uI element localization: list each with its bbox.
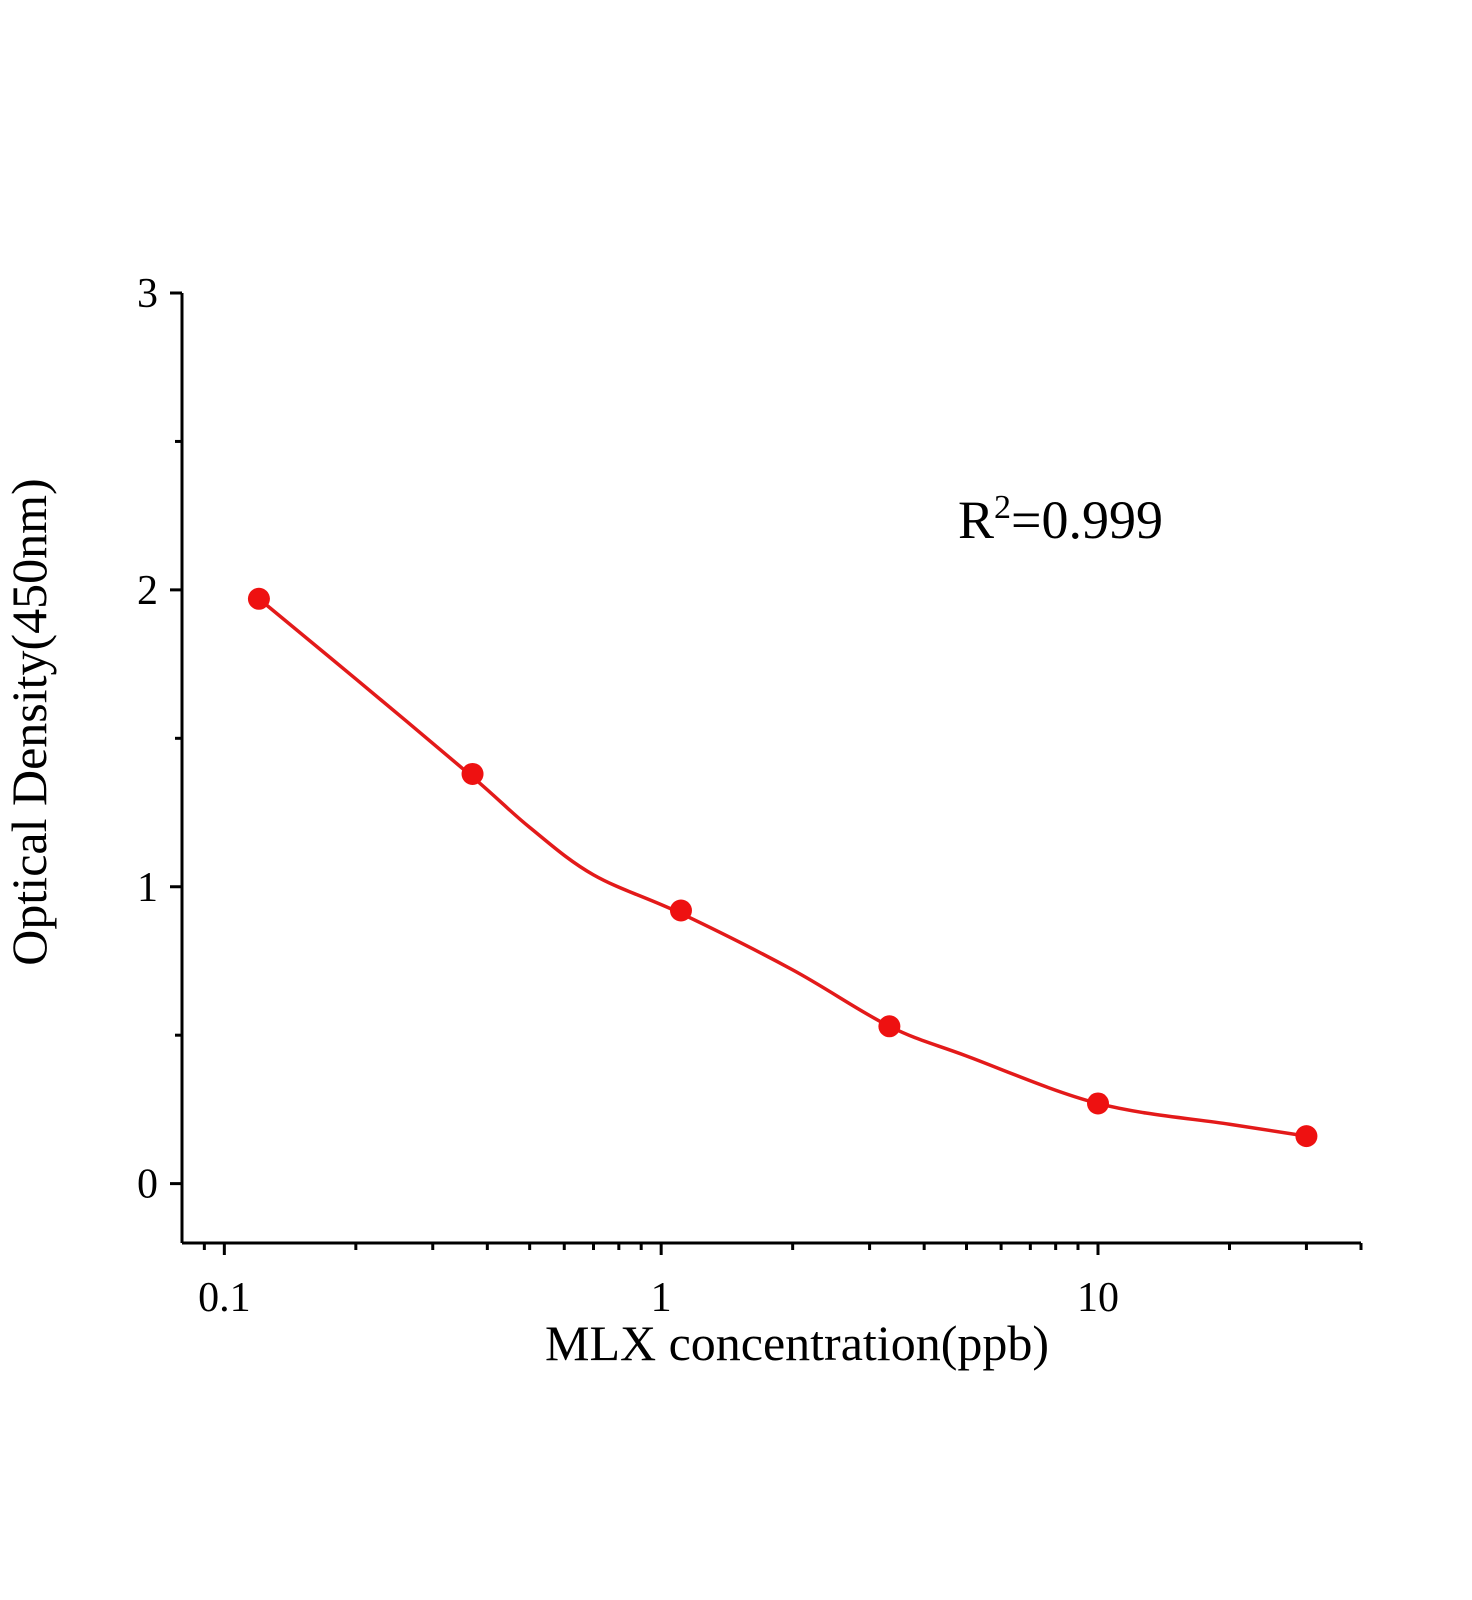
y-tick-label: 3 — [137, 271, 158, 317]
data-point — [878, 1015, 901, 1038]
x-tick-label: 1 — [651, 1275, 672, 1321]
y-tick-label: 1 — [137, 865, 158, 911]
data-point — [669, 899, 692, 922]
x-tick-label: 10 — [1077, 1275, 1119, 1321]
data-point — [1295, 1125, 1318, 1148]
annotation-rest: =0.999 — [1011, 490, 1163, 550]
y-tick-label: 2 — [137, 568, 158, 614]
data-point — [461, 762, 484, 785]
y-tick-label: 0 — [137, 1162, 158, 1208]
fit-curve — [257, 597, 1307, 1138]
x-tick-label: 0.1 — [198, 1275, 251, 1321]
annotation-sup: 2 — [994, 489, 1011, 526]
y-axis-title: Optical Density(450nm) — [1, 478, 57, 965]
data-point — [1087, 1092, 1110, 1115]
data-point — [247, 587, 270, 610]
x-axis-title: MLX concentration(ppb) — [545, 1315, 1049, 1371]
annotation-base: R — [958, 490, 994, 550]
annotation: R2=0.999 — [958, 489, 1163, 550]
